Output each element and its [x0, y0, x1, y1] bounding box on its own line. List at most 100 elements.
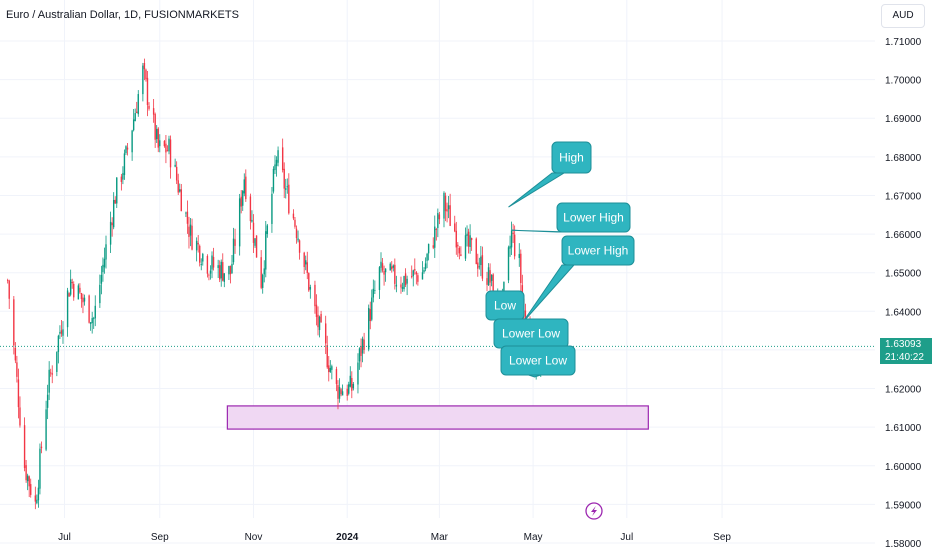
candle: [349, 366, 351, 388]
candle: [383, 265, 385, 286]
candle: [272, 166, 275, 194]
candle: [220, 259, 222, 287]
candle: [57, 334, 60, 364]
candle: [169, 135, 172, 179]
annotation-callout: Low: [485, 290, 525, 324]
candle: [308, 272, 310, 292]
candle: [174, 158, 176, 168]
annotation-callout: Lower High: [511, 202, 631, 233]
candle: [189, 218, 192, 247]
bar-countdown-label: 21:40:22: [880, 351, 932, 365]
candle: [271, 187, 273, 233]
candle: [252, 214, 255, 253]
candle: [262, 273, 264, 294]
candle: [159, 134, 161, 153]
candle: [348, 381, 350, 396]
candle: [369, 301, 371, 330]
candle: [142, 62, 144, 102]
candle: [163, 139, 166, 148]
candle: [66, 287, 69, 337]
last-price-label: 1.63093: [880, 338, 932, 352]
candle: [352, 382, 355, 391]
candle: [28, 475, 30, 498]
candle: [93, 316, 95, 329]
candle: [122, 166, 124, 185]
candle: [434, 215, 436, 258]
candle: [432, 237, 434, 250]
candle: [361, 336, 364, 363]
candle: [36, 494, 38, 505]
candle: [17, 368, 20, 419]
candle: [266, 223, 269, 238]
candle: [314, 280, 316, 314]
y-tick-label: 1.65000: [885, 269, 922, 280]
candle: [426, 252, 428, 269]
candle: [295, 225, 298, 244]
candle: [421, 261, 424, 280]
candle: [179, 183, 181, 193]
candle: [363, 332, 365, 354]
candle: [94, 295, 96, 327]
grid-lines: [0, 0, 875, 544]
candle: [518, 243, 520, 267]
candle: [404, 268, 407, 287]
candle: [288, 173, 290, 215]
candle: [105, 235, 107, 269]
candle: [411, 265, 413, 279]
candle: [486, 271, 488, 292]
candle: [460, 246, 462, 257]
candle: [509, 235, 511, 257]
candle: [444, 192, 447, 222]
candle: [371, 289, 373, 322]
candle: [234, 228, 236, 254]
candle: [34, 486, 37, 510]
candle: [406, 275, 408, 296]
candle: [318, 315, 321, 338]
candle: [228, 265, 230, 281]
candle: [13, 296, 15, 355]
annotation-label: Lower High: [568, 244, 629, 258]
candle: [303, 251, 305, 275]
candle: [37, 479, 40, 508]
candle: [317, 306, 319, 336]
candle: [328, 355, 330, 382]
candle: [132, 108, 135, 132]
candle: [208, 273, 210, 281]
support-zone-layer: [226, 405, 649, 430]
candle: [123, 149, 126, 180]
candle: [507, 245, 510, 284]
candle: [510, 221, 513, 256]
candle: [199, 244, 201, 267]
candle: [152, 98, 155, 123]
candle: [109, 211, 112, 253]
candle: [148, 102, 150, 111]
candle: [202, 252, 204, 266]
candle: [254, 238, 256, 248]
candle: [315, 294, 318, 326]
candle: [73, 281, 75, 301]
candle: [69, 269, 72, 297]
y-tick-label: 1.71000: [885, 37, 922, 48]
candle: [391, 261, 393, 273]
candle: [51, 365, 53, 384]
currency-button[interactable]: AUD: [881, 4, 925, 28]
candle: [245, 169, 247, 202]
y-tick-label: 1.59000: [885, 500, 922, 511]
lightning-bolt-icon[interactable]: [585, 502, 603, 520]
candle: [48, 361, 50, 401]
candle: [372, 279, 375, 303]
y-tick-label: 1.58000: [885, 539, 922, 550]
candle: [211, 251, 213, 279]
candle: [26, 473, 29, 491]
time-axis[interactable]: Jul Sep Nov 2024 Mar May Jul Sep: [58, 532, 731, 543]
candle: [125, 145, 127, 155]
candle: [62, 321, 64, 344]
candle: [131, 129, 133, 161]
annotation-label: Low: [494, 299, 516, 313]
y-tick-label: 1.61000: [885, 423, 922, 434]
candle: [156, 125, 158, 143]
candle: [449, 193, 451, 227]
y-tick-label: 1.70000: [885, 76, 922, 87]
candle: [40, 441, 43, 454]
